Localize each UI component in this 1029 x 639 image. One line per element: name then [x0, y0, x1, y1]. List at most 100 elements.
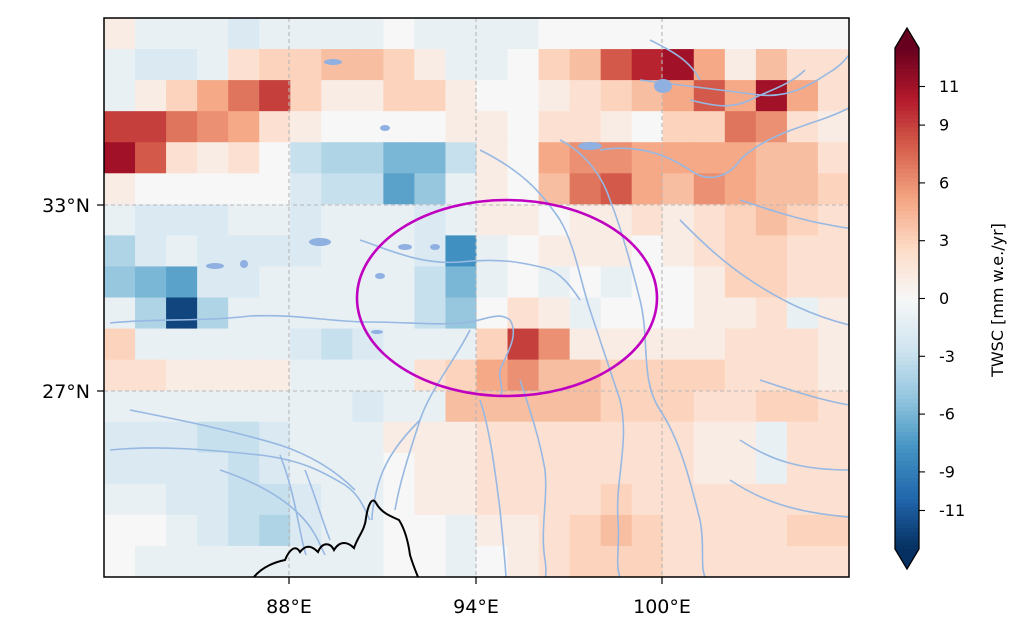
colorbar-segment: [895, 81, 919, 87]
grid-cell: [104, 452, 136, 485]
river-north2: [649, 39, 701, 81]
grid-cell: [445, 18, 478, 50]
grid-cell: [569, 49, 602, 81]
grid-cell: [724, 235, 757, 268]
grid-cell: [507, 18, 540, 50]
grid-cell: [693, 142, 726, 174]
grid-cell: [166, 297, 198, 330]
grid-cell: [321, 452, 353, 485]
grid-cell: [569, 235, 602, 268]
grid-cell: [445, 359, 478, 392]
colorbar-extend-min: [895, 549, 919, 569]
grid-cell: [786, 49, 819, 81]
grid-cell: [755, 359, 788, 392]
colorbar-segment: [895, 85, 919, 91]
grid-cell: [383, 421, 416, 454]
grid-cell: [228, 204, 260, 236]
grid-cell: [476, 359, 509, 392]
colorbar-segment: [895, 244, 919, 249]
grid-cell: [383, 80, 416, 112]
colorbar-segment: [895, 465, 919, 471]
lake-2: [324, 59, 342, 65]
grid-cell: [259, 545, 291, 577]
grid-cell: [166, 80, 198, 112]
grid-cell: [290, 173, 322, 205]
grid-cell: [228, 49, 260, 81]
colorbar: 11 9 6 3 0 -3 -6 -9 -11 TWSC [mm w.e./yr]: [894, 26, 1007, 571]
grid-cell: [259, 390, 291, 423]
grid-cell: [786, 452, 819, 485]
grid-cell: [228, 359, 260, 392]
grid-cell: [724, 297, 757, 330]
grid-cell: [755, 483, 788, 516]
grid-cell: [538, 483, 571, 516]
grid-cell: [507, 483, 540, 516]
colorbar-segment: [895, 127, 919, 132]
grid-cell: [228, 142, 260, 174]
colorbar-segment: [895, 311, 919, 316]
grid-cell: [197, 297, 229, 330]
grid-cell: [135, 328, 167, 361]
colorbar-segment: [895, 98, 919, 103]
grid-cell: [414, 514, 447, 547]
grid-cell: [383, 328, 416, 361]
grid-cell: [259, 359, 291, 392]
colorbar-segment: [895, 319, 919, 325]
lake-1: [380, 125, 390, 131]
grid-cell: [631, 173, 664, 205]
grid-cell: [693, 266, 726, 299]
grid-cell: [352, 111, 384, 143]
grid-cell: [135, 80, 167, 112]
grid-cell: [538, 452, 571, 485]
grid-cell: [383, 452, 416, 485]
grid-cell: [445, 111, 478, 143]
grid-cell: [755, 142, 788, 174]
grid-cell: [538, 49, 571, 81]
grid-cell: [724, 80, 757, 112]
grid-cell: [352, 390, 384, 423]
grid-cell: [693, 452, 726, 485]
river-mekong: [559, 139, 706, 577]
grid-cell: [538, 235, 571, 268]
colorbar-segment: [895, 198, 919, 203]
grid-cell: [104, 328, 136, 361]
grid-cell: [135, 545, 167, 577]
grid-cell: [755, 452, 788, 485]
grid-cell: [476, 18, 509, 50]
grid-cell: [817, 173, 849, 205]
grid-cell: [569, 111, 602, 143]
grid-cell: [662, 18, 695, 50]
colorbar-segment: [895, 194, 919, 199]
grid-cell: [290, 328, 322, 361]
river-ganga-trib1: [129, 409, 356, 491]
grid-cell: [631, 452, 664, 485]
grid-cell: [352, 18, 384, 50]
grid-cell: [569, 545, 602, 577]
grid-cell: [197, 49, 229, 81]
grid-cell: [383, 173, 416, 205]
grid-cell: [290, 452, 322, 485]
grid-cell: [786, 421, 819, 454]
grid-cell: [321, 483, 353, 516]
grid-cell: [600, 49, 633, 81]
grid-cell: [786, 390, 819, 423]
grid-cell: [600, 266, 633, 299]
grid-cell: [693, 204, 726, 236]
grid-cell: [786, 173, 819, 205]
grid-cell: [135, 514, 167, 547]
grid-cell: [414, 142, 447, 174]
grid-cell: [817, 142, 849, 174]
colorbar-tick-label: 0: [939, 289, 949, 308]
grid-cell: [290, 359, 322, 392]
grid-cell: [321, 421, 353, 454]
grid-cell: [135, 49, 167, 81]
lake-9: [371, 330, 383, 334]
colorbar-segment: [895, 486, 919, 492]
colorbar-segment: [895, 382, 919, 387]
grid-cell: [662, 359, 695, 392]
colorbar-segment: [895, 240, 919, 245]
colorbar-segment: [895, 540, 919, 546]
grid-cell: [817, 421, 849, 454]
grid-cell: [166, 18, 198, 50]
colorbar-segment: [895, 152, 919, 158]
